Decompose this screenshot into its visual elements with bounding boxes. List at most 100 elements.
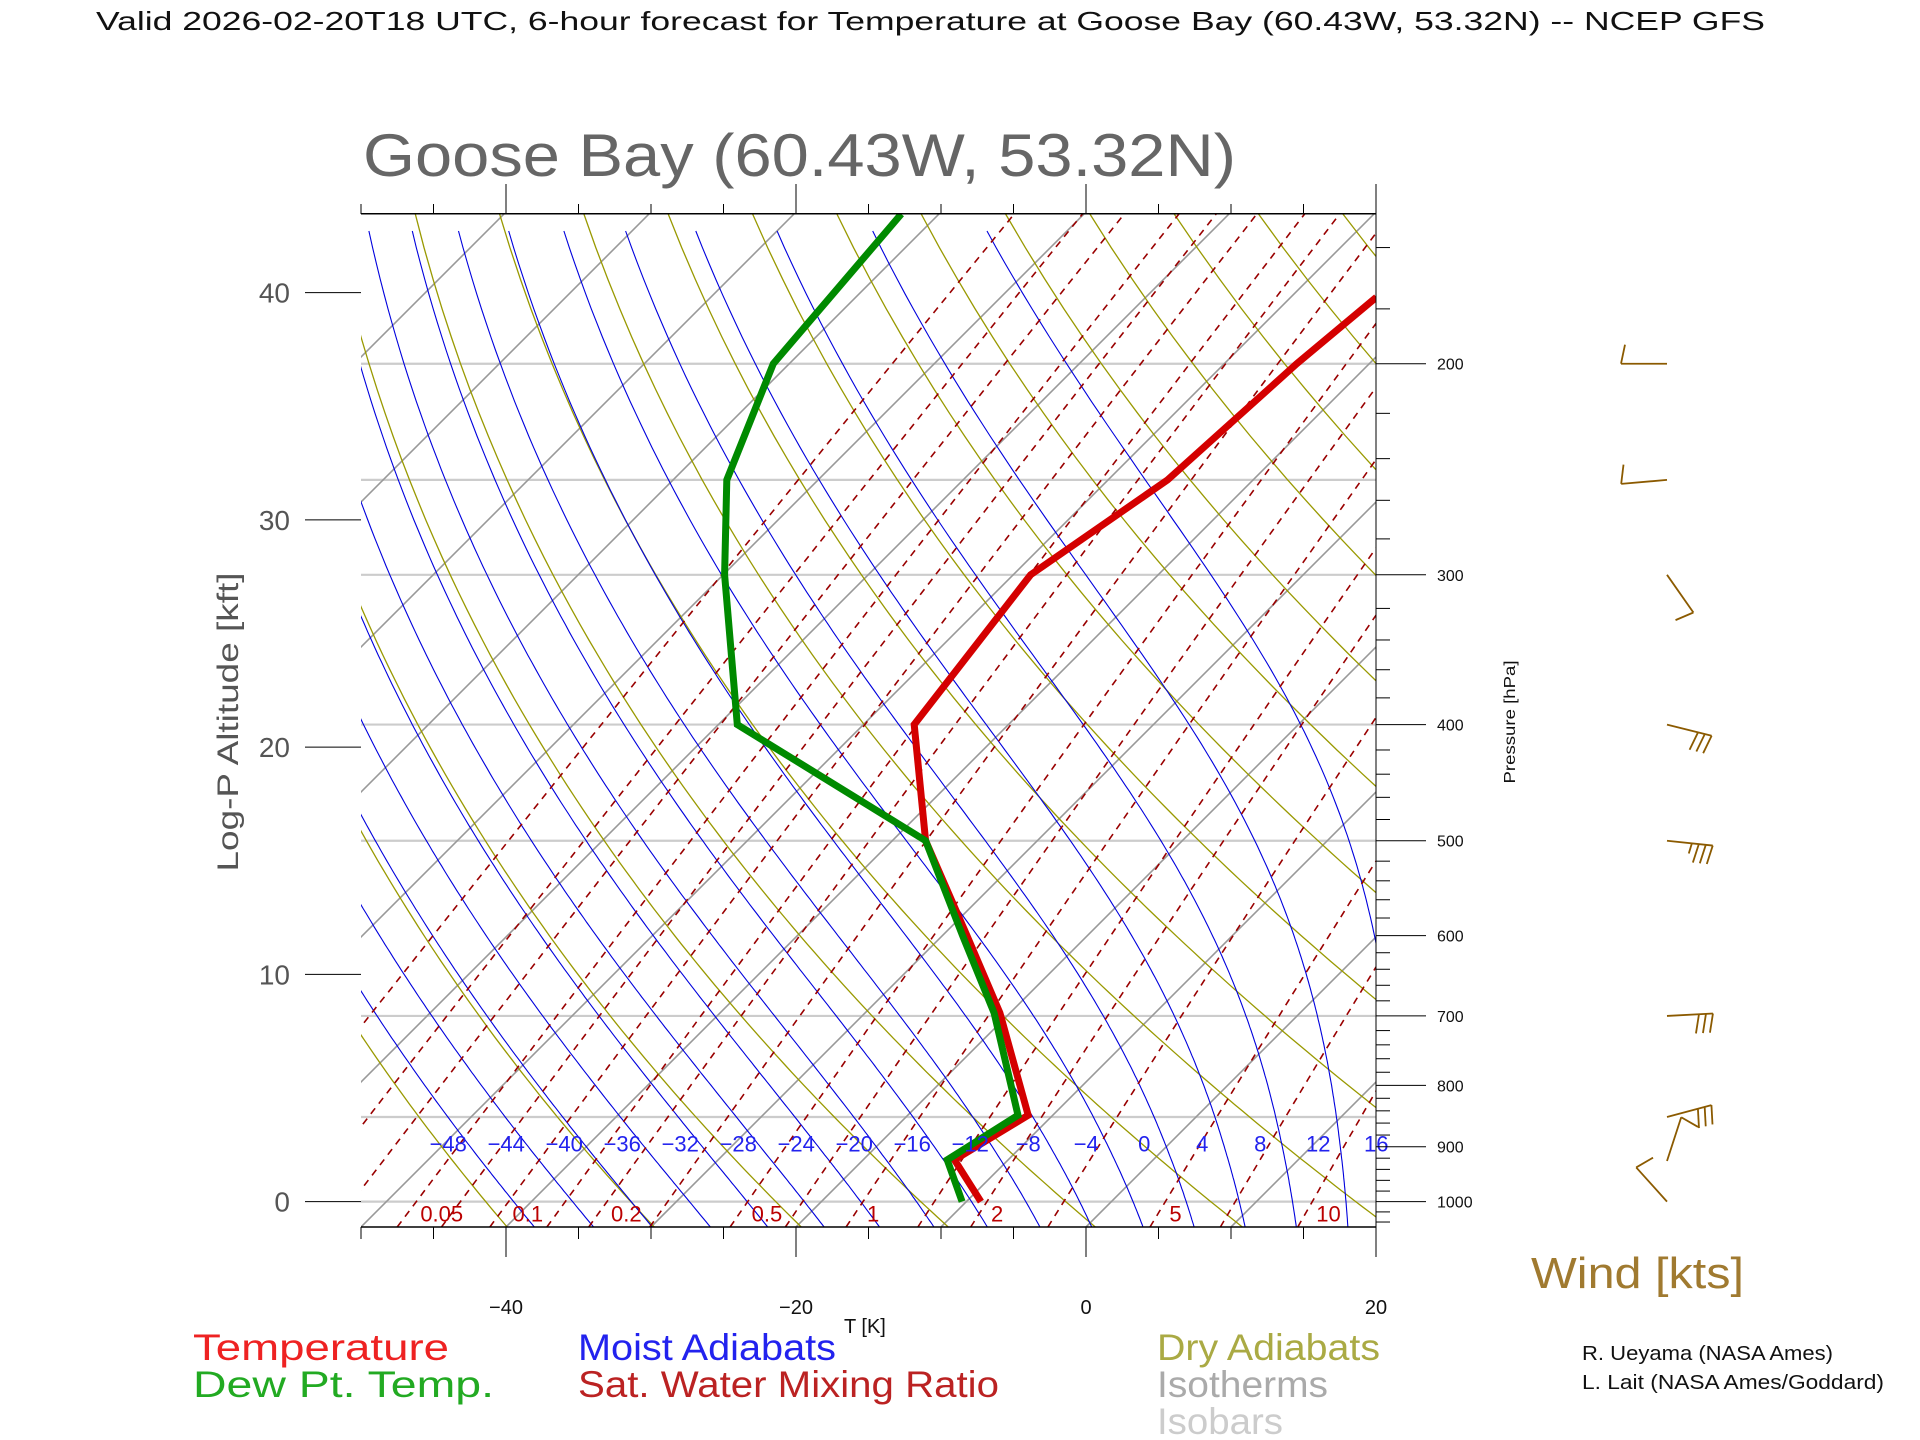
credit-line-2: L. Lait (NASA Ames/Goddard) <box>1582 1372 1884 1394</box>
isotherm-line <box>361 214 1375 1227</box>
moist-adiabat-label: −40 <box>546 1132 583 1157</box>
mixing-ratio-line <box>1456 214 1920 1227</box>
moist-adiabat-line <box>986 230 1376 946</box>
wind-barb <box>1666 574 1695 621</box>
legend-dewpoint: Dew Pt. Temp. <box>193 1364 494 1405</box>
altitude-tick-label: 20 <box>259 732 290 763</box>
dry-adiabat-line <box>836 214 1376 894</box>
dewpoint-profile <box>721 214 1022 1203</box>
legend: Temperature Dew Pt. Temp. Moist Adiabats… <box>193 1327 1380 1440</box>
moist-adiabat-line <box>361 813 653 1227</box>
left-axis-label: Log-P Altitude [kft] <box>212 573 245 872</box>
wind-barb-flag <box>1695 733 1706 752</box>
mixing-ratio-line <box>546 214 1306 1227</box>
mixing-ratio-line <box>784 386 1376 1227</box>
moist-adiabat-label: −24 <box>778 1132 815 1157</box>
isotherm-line <box>361 214 1230 1084</box>
page-title: Valid 2026-02-20T18 UTC, 6-hour forecast… <box>96 6 1765 36</box>
moist-adiabat-label: −48 <box>430 1132 467 1157</box>
dry-adiabat-line <box>1342 214 1376 258</box>
moist-adiabat-label: −4 <box>1074 1132 1099 1157</box>
x-tick-label: −20 <box>779 1297 813 1319</box>
dry-adiabat-line <box>361 334 949 1227</box>
dry-adiabat-line <box>1680 214 1920 1227</box>
isotherm-line <box>361 214 795 649</box>
moist-adiabat-line <box>361 990 535 1227</box>
mixing-ratio-label: 0.05 <box>420 1202 463 1227</box>
isotherm-line <box>940 790 1376 1227</box>
dry-adiabat-line <box>1512 214 1920 1227</box>
dry-adiabat-line <box>361 1033 508 1227</box>
pressure-tick-label: 500 <box>1437 834 1464 851</box>
wind-barb-half-flag <box>1687 843 1693 854</box>
mixing-ratio-label: 0.1 <box>513 1202 544 1227</box>
wind-barb-flag <box>1675 611 1694 621</box>
mixing-ratio-label: 0.5 <box>752 1202 783 1227</box>
dry-adiabat-line <box>498 214 1243 1227</box>
moist-adiabat-line <box>695 230 1246 1227</box>
moist-adiabat-line <box>457 230 1041 1227</box>
dry-adiabat-line <box>1765 214 1920 1227</box>
pressure-tick-label: 400 <box>1437 718 1464 735</box>
pressure-tick-label: 200 <box>1437 357 1464 374</box>
isotherm-line <box>505 355 1376 1227</box>
moist-adiabat-label: −44 <box>488 1132 525 1157</box>
mixing-ratio-line <box>1297 1089 1376 1227</box>
moist-adiabat-line <box>776 230 1297 1227</box>
wind-barb-flag <box>1695 1014 1700 1034</box>
isotherm-line <box>0 214 359 1227</box>
wind-barb <box>1666 1012 1714 1034</box>
mixing-ratio-label: 10 <box>1316 1202 1340 1227</box>
wind-barb-staff <box>1666 839 1713 847</box>
moist-adiabat-label: −16 <box>894 1132 931 1157</box>
isotherm-line <box>650 500 1376 1227</box>
pressure-tick-label: 900 <box>1437 1140 1464 1157</box>
x-tick-label: 0 <box>1080 1297 1091 1319</box>
isotherm-line <box>795 645 1376 1227</box>
moist-adiabat-line <box>361 903 595 1227</box>
wind-barb <box>1666 1116 1699 1162</box>
moist-adiabat-label: 8 <box>1254 1132 1266 1157</box>
mixing-ratio-line <box>588 214 1341 1227</box>
dry-adiabat-line <box>0 214 66 1227</box>
legend-isotherms: Isotherms <box>1157 1364 1328 1405</box>
moist-adiabat-line <box>361 718 711 1227</box>
isotherm-line <box>361 214 505 359</box>
mixing-ratio-line <box>396 214 1180 1227</box>
wind-barb-flag <box>1702 735 1713 754</box>
isotherm-line <box>361 214 940 794</box>
dry-adiabat-line <box>1173 214 1376 471</box>
mixing-ratio-line <box>845 458 1376 1227</box>
line-labels: −48 −44 −40 −36 −32 −28 −24 −20 −16 −12 −8 −4 0 4 8 12 1… <box>420 1132 1388 1227</box>
moist-adiabat-label: −8 <box>1016 1132 1041 1157</box>
wind-barb <box>1620 344 1667 365</box>
legend-dry-adiabats: Dry Adiabats <box>1157 1327 1380 1368</box>
dry-adiabat-line <box>920 214 1376 788</box>
mixing-ratio-line <box>970 613 1376 1227</box>
wind-barb-flag <box>1680 1116 1699 1128</box>
mixing-ratio-line <box>1047 716 1376 1227</box>
mixing-ratio-line <box>361 214 1084 1128</box>
wind-barb-flag <box>1703 1106 1707 1127</box>
wind-barb-flag <box>1697 1108 1700 1129</box>
mixing-ratio-line <box>1219 965 1376 1227</box>
legend-moist-adiabats: Moist Adiabats <box>578 1327 836 1368</box>
dry-adiabat-line <box>414 214 1096 1227</box>
moist-adiabat-line <box>508 230 1093 1227</box>
pressure-tick-label: 600 <box>1437 929 1464 946</box>
credit-line-1: R. Ueyama (NASA Ames) <box>1582 1343 1833 1365</box>
wind-barbs <box>1620 344 1714 1203</box>
mixing-ratio-line <box>440 214 1217 1227</box>
mixing-ratio-label: 5 <box>1169 1202 1181 1227</box>
dry-adiabat-line <box>583 214 1376 1218</box>
pressure-tick-label: 700 <box>1437 1009 1464 1026</box>
dry-adiabat-line <box>752 214 1376 1001</box>
sounding-profiles <box>721 214 1376 1204</box>
pressure-tick-label: 300 <box>1437 568 1464 585</box>
wind-barb <box>1666 839 1714 865</box>
wind-barb-staff <box>1666 1116 1683 1162</box>
dry-adiabat-line <box>0 214 360 1227</box>
isotherm-line <box>361 214 650 504</box>
x-tick-label: −40 <box>489 1297 523 1319</box>
altitude-tick-label: 30 <box>259 505 290 536</box>
